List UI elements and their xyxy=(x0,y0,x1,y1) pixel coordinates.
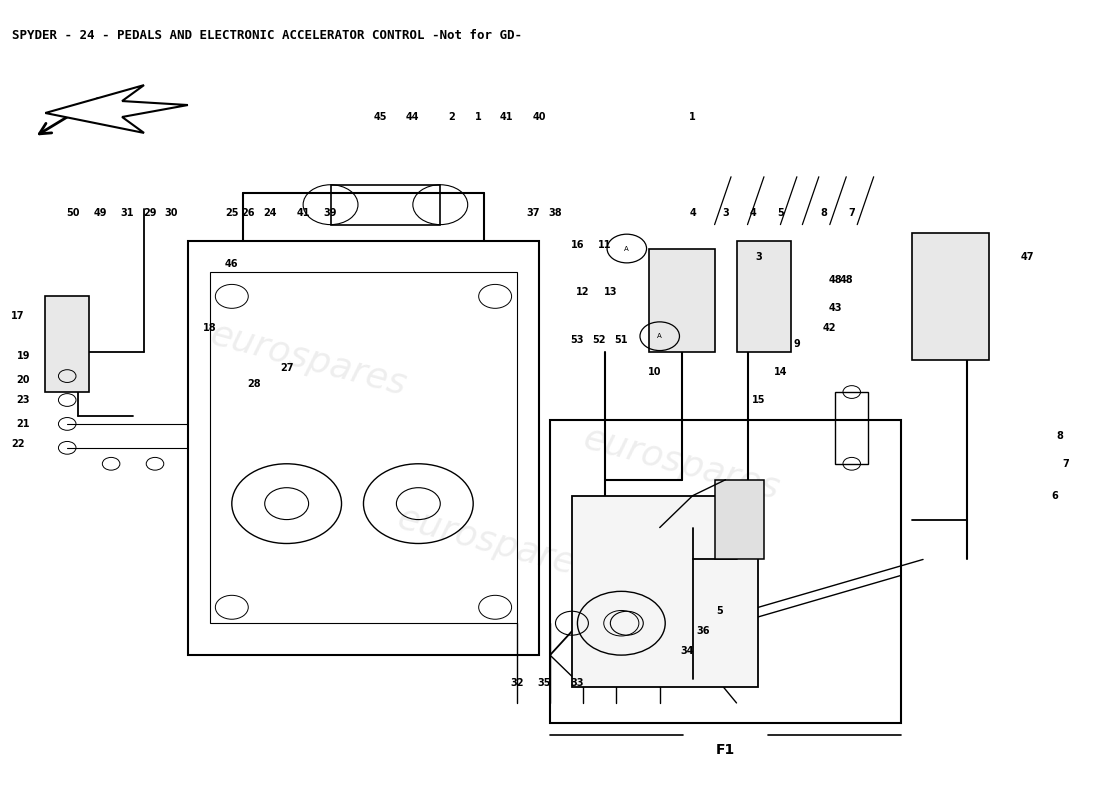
Text: 1: 1 xyxy=(475,112,482,122)
Text: 42: 42 xyxy=(823,323,836,334)
Text: 45: 45 xyxy=(373,112,387,122)
Text: 4: 4 xyxy=(749,208,757,218)
Text: 1: 1 xyxy=(690,112,696,122)
Text: 2: 2 xyxy=(448,112,454,122)
Text: 7: 7 xyxy=(1063,458,1069,469)
Text: 7: 7 xyxy=(848,208,855,218)
Text: 31: 31 xyxy=(121,208,134,218)
Text: A: A xyxy=(625,246,629,251)
Text: eurospares: eurospares xyxy=(207,318,410,402)
Text: 3: 3 xyxy=(755,251,762,262)
Text: 35: 35 xyxy=(538,678,551,688)
Text: F1: F1 xyxy=(716,743,735,757)
Text: 48: 48 xyxy=(839,275,854,286)
Text: 26: 26 xyxy=(242,208,255,218)
Bar xyxy=(188,241,539,655)
Text: 39: 39 xyxy=(323,208,338,218)
Text: 28: 28 xyxy=(246,379,261,389)
Bar xyxy=(210,273,517,623)
Text: 32: 32 xyxy=(510,678,524,688)
Text: 51: 51 xyxy=(615,335,628,346)
Text: 21: 21 xyxy=(16,419,30,429)
Bar xyxy=(912,233,989,360)
Text: 8: 8 xyxy=(821,208,827,218)
Text: 17: 17 xyxy=(11,311,24,322)
Text: 41: 41 xyxy=(499,112,513,122)
Bar xyxy=(649,249,715,352)
Text: 38: 38 xyxy=(549,208,562,218)
Text: 16: 16 xyxy=(571,239,584,250)
Text: 11: 11 xyxy=(598,239,612,250)
Text: 23: 23 xyxy=(16,395,30,405)
Polygon shape xyxy=(45,85,188,133)
Bar xyxy=(737,241,791,352)
Text: 4: 4 xyxy=(690,208,696,218)
Bar xyxy=(550,420,901,723)
Text: 12: 12 xyxy=(576,287,590,298)
Bar xyxy=(45,296,89,392)
Text: A: A xyxy=(658,334,662,339)
Bar xyxy=(715,480,764,559)
Text: 6: 6 xyxy=(1052,490,1058,501)
Text: 14: 14 xyxy=(773,367,788,377)
Text: 40: 40 xyxy=(532,112,546,122)
Text: 49: 49 xyxy=(94,208,107,218)
Text: 27: 27 xyxy=(279,363,294,373)
Bar xyxy=(331,185,440,225)
Text: eurospares: eurospares xyxy=(393,501,597,586)
Text: 48: 48 xyxy=(828,275,843,286)
Text: 10: 10 xyxy=(648,367,661,377)
Text: 43: 43 xyxy=(828,303,842,314)
Text: 3: 3 xyxy=(723,208,729,218)
Text: 50: 50 xyxy=(66,208,79,218)
Text: 47: 47 xyxy=(1021,251,1034,262)
Text: SPYDER - 24 - PEDALS AND ELECTRONIC ACCELERATOR CONTROL -Not for GD-: SPYDER - 24 - PEDALS AND ELECTRONIC ACCE… xyxy=(12,30,522,42)
Text: 13: 13 xyxy=(604,287,617,298)
Bar xyxy=(572,496,759,687)
Text: 30: 30 xyxy=(165,208,178,218)
Text: 8: 8 xyxy=(1057,431,1064,441)
Text: 15: 15 xyxy=(751,395,766,405)
Text: 33: 33 xyxy=(571,678,584,688)
Text: 53: 53 xyxy=(571,335,584,346)
Text: 9: 9 xyxy=(793,339,801,349)
Text: 5: 5 xyxy=(777,208,784,218)
Bar xyxy=(835,392,868,464)
Text: 20: 20 xyxy=(16,375,30,385)
Text: 19: 19 xyxy=(16,351,30,361)
Text: 25: 25 xyxy=(226,208,239,218)
Text: 37: 37 xyxy=(527,208,540,218)
Text: eurospares: eurospares xyxy=(580,422,783,506)
Text: 24: 24 xyxy=(264,208,277,218)
Text: 18: 18 xyxy=(204,323,217,334)
Text: 34: 34 xyxy=(681,646,694,656)
Text: 52: 52 xyxy=(593,335,606,346)
Text: 41: 41 xyxy=(296,208,310,218)
Text: 22: 22 xyxy=(11,439,24,449)
Text: 29: 29 xyxy=(143,208,156,218)
Text: 5: 5 xyxy=(717,606,724,616)
Text: 46: 46 xyxy=(226,259,239,270)
Text: 36: 36 xyxy=(697,626,711,636)
Text: 44: 44 xyxy=(406,112,419,122)
